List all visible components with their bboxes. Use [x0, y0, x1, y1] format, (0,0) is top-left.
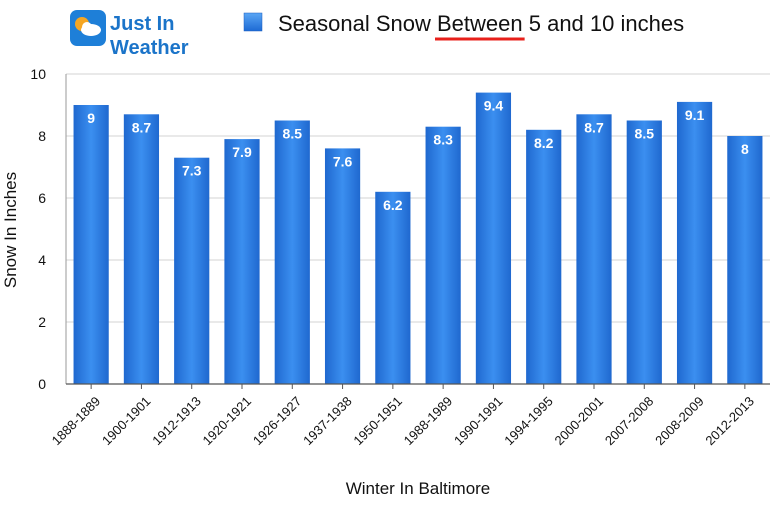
x-tick-label: 1937-1938 [300, 394, 355, 449]
x-tick-label: 1920-1921 [200, 394, 255, 449]
y-tick-label: 2 [38, 314, 46, 330]
bar [526, 129, 562, 384]
bar [727, 136, 763, 384]
grid [66, 73, 770, 385]
bar [123, 114, 160, 385]
bar [425, 126, 461, 384]
x-tick-label: 1900-1901 [99, 394, 154, 449]
bars: 9 8.7 7.3 7.9 8.5 7.6 6.2 8.3 9.4 8.2 8.7 8.5 9.1 8 [73, 92, 763, 385]
y-axis-title: Snow In Inches [1, 172, 20, 288]
x-tick-label: 1888-1889 [49, 394, 104, 449]
bar [375, 191, 411, 384]
legend-label: Seasonal Snow Between 5 and 10 inches [278, 11, 684, 36]
y-axis: 0 2 4 6 8 10 [30, 66, 67, 392]
y-tick-label: 8 [38, 128, 46, 144]
y-tick-label: 0 [38, 376, 46, 392]
x-tick-label: 1912-1913 [149, 394, 204, 449]
data-label: 8.3 [433, 132, 453, 148]
logo-line1: Just In [110, 13, 174, 35]
bar [174, 157, 210, 384]
x-tick-label: 2012-2013 [702, 394, 757, 449]
logo: Just In Weather [70, 10, 189, 59]
bar [73, 105, 109, 384]
data-label: 9 [87, 110, 95, 126]
data-label: 8 [741, 141, 749, 157]
bar [324, 148, 361, 384]
bar [626, 120, 662, 384]
data-label: 8.7 [132, 119, 152, 135]
x-axis-title: Winter In Baltimore [346, 479, 491, 498]
x-tick-label: 2008-2009 [652, 394, 707, 449]
x-tick-label: 1990-1991 [451, 394, 506, 449]
bar [274, 120, 310, 384]
legend-swatch [243, 12, 263, 32]
data-label: 9.1 [685, 107, 705, 123]
data-label: 7.6 [333, 153, 353, 169]
x-tick-label: 1950-1951 [350, 394, 405, 449]
bar [676, 101, 713, 385]
y-tick-label: 10 [30, 66, 46, 82]
x-tick-label: 1988-1989 [401, 394, 456, 449]
bar [475, 92, 512, 384]
bar [576, 114, 612, 385]
x-tick-label: 1926-1927 [250, 394, 305, 449]
data-label: 8.2 [534, 135, 554, 151]
bar [224, 139, 260, 384]
x-tick-label: 2000-2001 [552, 394, 607, 449]
data-label: 7.3 [182, 163, 202, 179]
x-tick-label: 2007-2008 [602, 394, 657, 449]
data-label: 7.9 [232, 144, 252, 160]
data-label: 9.4 [484, 98, 504, 114]
x-axis: 1888-18891900-19011912-19131920-19211926… [49, 383, 770, 449]
y-tick-label: 6 [38, 190, 46, 206]
x-tick-label: 1994-1995 [501, 394, 556, 449]
data-label: 8.5 [635, 126, 655, 142]
y-tick-label: 4 [38, 252, 46, 268]
data-label: 6.2 [383, 197, 403, 213]
legend: Seasonal Snow Between 5 and 10 inches [243, 11, 684, 41]
logo-line2: Weather [110, 37, 189, 59]
data-label: 8.5 [283, 126, 303, 142]
data-label: 8.7 [584, 119, 604, 135]
